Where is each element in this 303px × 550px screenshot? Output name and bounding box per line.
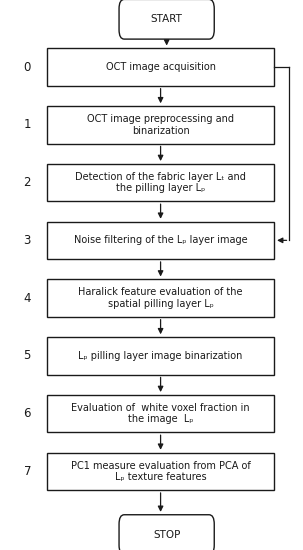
Text: Haralick feature evaluation of the
spatial pilling layer Lₚ: Haralick feature evaluation of the spati… <box>78 287 243 309</box>
Text: Evaluation of  white voxel fraction in
the image  Lₚ: Evaluation of white voxel fraction in th… <box>71 403 250 425</box>
FancyBboxPatch shape <box>47 453 274 490</box>
Text: START: START <box>151 14 183 24</box>
FancyBboxPatch shape <box>47 106 274 144</box>
Text: 4: 4 <box>24 292 31 305</box>
Text: 6: 6 <box>24 407 31 420</box>
Text: 2: 2 <box>24 176 31 189</box>
FancyBboxPatch shape <box>47 164 274 201</box>
FancyBboxPatch shape <box>47 48 274 86</box>
Text: Lₚ pilling layer image binarization: Lₚ pilling layer image binarization <box>78 351 243 361</box>
Text: 1: 1 <box>24 118 31 131</box>
Text: PC1 measure evaluation from PCA of
Lₚ texture features: PC1 measure evaluation from PCA of Lₚ te… <box>71 460 251 482</box>
FancyBboxPatch shape <box>119 515 214 550</box>
Text: OCT image acquisition: OCT image acquisition <box>105 62 216 72</box>
Text: OCT image preprocessing and
binarization: OCT image preprocessing and binarization <box>87 114 234 136</box>
FancyBboxPatch shape <box>47 222 274 259</box>
Text: Noise filtering of the Lₚ layer image: Noise filtering of the Lₚ layer image <box>74 235 248 245</box>
Text: Detection of the fabric layer Lₜ and
the pilling layer Lₚ: Detection of the fabric layer Lₜ and the… <box>75 172 246 194</box>
Text: 3: 3 <box>24 234 31 247</box>
Text: 0: 0 <box>24 60 31 74</box>
Text: 5: 5 <box>24 349 31 362</box>
Text: STOP: STOP <box>153 530 180 540</box>
Text: 7: 7 <box>24 465 31 478</box>
FancyBboxPatch shape <box>119 0 214 39</box>
FancyBboxPatch shape <box>47 337 274 375</box>
FancyBboxPatch shape <box>47 395 274 432</box>
FancyBboxPatch shape <box>47 279 274 317</box>
